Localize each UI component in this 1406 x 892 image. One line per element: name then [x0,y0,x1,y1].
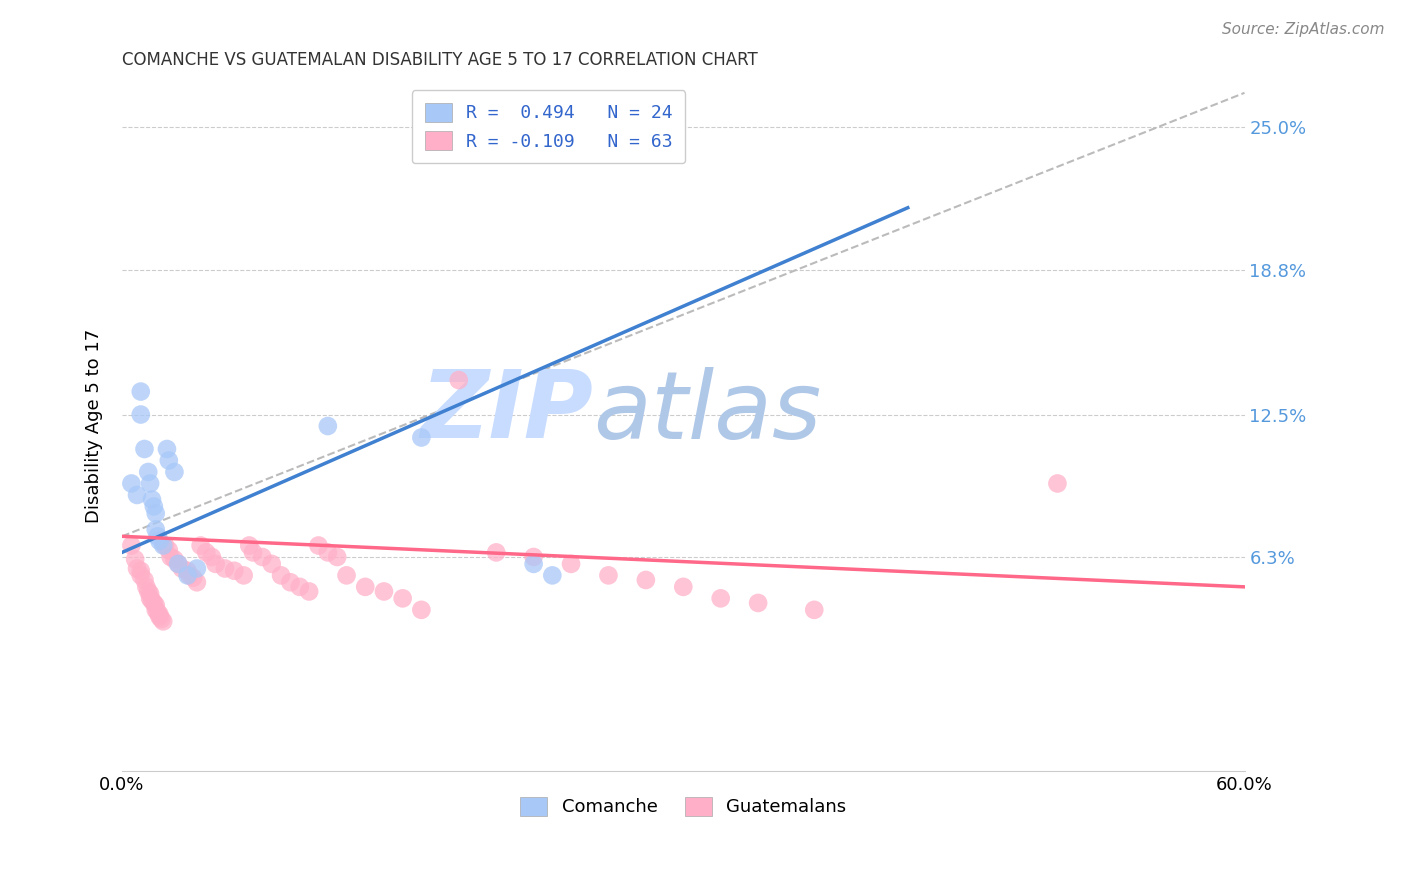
Point [152,615,174,629]
Point [120,539,142,553]
Point [186,561,208,575]
Point [176,568,198,582]
Point [179,568,201,582]
Point [803,603,825,617]
Point [148,607,170,622]
Point [560,557,582,571]
Point [129,384,152,399]
Text: ZIP: ZIP [420,367,593,458]
Point [134,573,156,587]
Text: Source: ZipAtlas.com: Source: ZipAtlas.com [1222,22,1385,37]
Point [167,557,190,571]
Text: COMANCHE VS GUATEMALAN DISABILITY AGE 5 TO 17 CORRELATION CHART: COMANCHE VS GUATEMALAN DISABILITY AGE 5 … [122,51,758,69]
Point [270,568,292,582]
Point [634,573,657,587]
Point [238,539,260,553]
Point [298,584,321,599]
Point [146,529,169,543]
Point [316,419,339,434]
Point [145,599,167,613]
Point [146,605,169,619]
Point [153,539,176,553]
Point [136,584,159,599]
Point [214,561,236,575]
Point [288,580,311,594]
Point [159,549,181,564]
Point [280,575,302,590]
Point [141,593,163,607]
Point [142,596,165,610]
Point [176,564,198,578]
Point [316,545,339,559]
Point [136,465,159,479]
Point [747,596,769,610]
Point [129,564,152,578]
Point [120,476,142,491]
Point [195,545,218,559]
Point [145,523,167,537]
Point [308,539,330,553]
Point [148,609,170,624]
Point [142,500,165,514]
Point [447,373,470,387]
Point [326,549,349,564]
Point [373,584,395,599]
Point [204,557,226,571]
Point [523,549,546,564]
Point [157,453,180,467]
Point [129,408,152,422]
Point [181,571,204,585]
Point [124,552,146,566]
Point [129,568,152,582]
Point [672,580,695,594]
Point [139,591,162,606]
Point [152,539,174,553]
Point [125,561,148,575]
Point [139,476,162,491]
Point [145,506,167,520]
Point [541,568,564,582]
Point [354,580,377,594]
Point [135,580,157,594]
Point [224,564,246,578]
Point [598,568,620,582]
Point [710,591,733,606]
Point [145,603,167,617]
Point [252,549,274,564]
Point [242,545,264,559]
Point [134,442,156,456]
Point [163,552,186,566]
Point [139,587,162,601]
Point [170,561,193,575]
Point [201,549,224,564]
Y-axis label: Disability Age 5 to 17: Disability Age 5 to 17 [86,329,103,523]
Point [411,603,433,617]
Point [125,488,148,502]
Point [1046,476,1069,491]
Point [411,430,433,444]
Point [167,557,190,571]
Point [190,539,212,553]
Point [335,568,357,582]
Point [148,533,170,548]
Point [523,557,546,571]
Point [141,492,163,507]
Point [260,557,283,571]
Point [150,612,173,626]
Point [163,465,186,479]
Point [157,543,180,558]
Point [485,545,508,559]
Point [186,575,208,590]
Legend: Comanche, Guatemalans: Comanche, Guatemalans [513,790,853,823]
Point [391,591,413,606]
Point [156,442,179,456]
Text: atlas: atlas [593,367,821,458]
Point [232,568,254,582]
